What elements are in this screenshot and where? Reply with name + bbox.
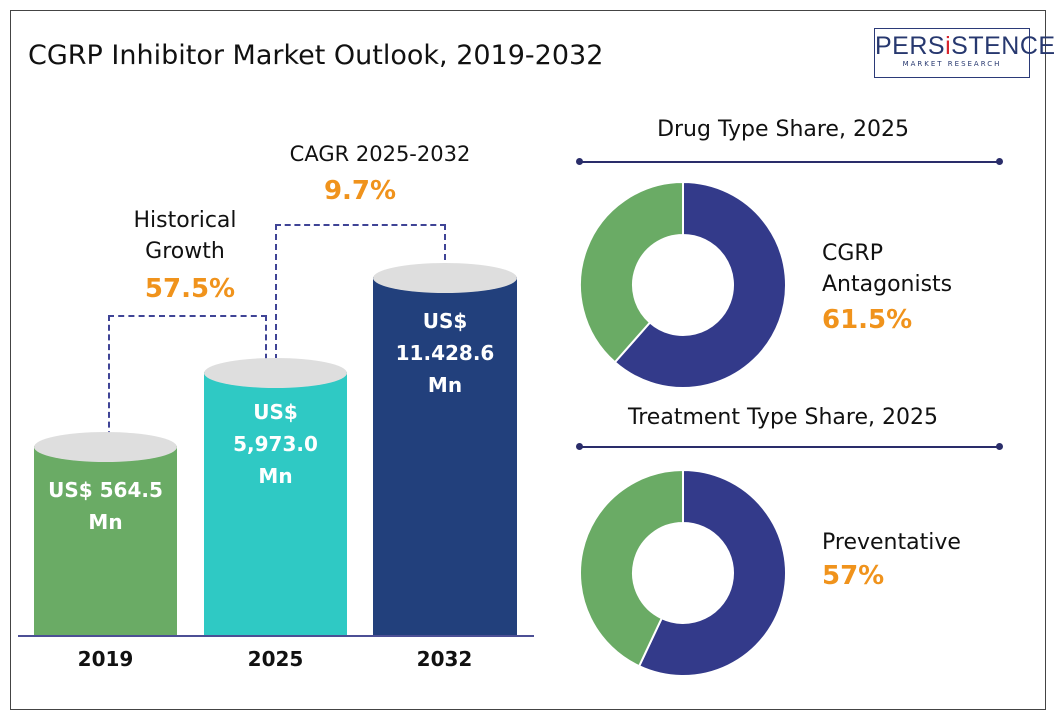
drug-type-donut bbox=[579, 180, 787, 389]
divider-dot bbox=[996, 158, 1003, 165]
treatment-type-title: Treatment Type Share, 2025 bbox=[628, 405, 938, 430]
cagr-value: 9.7% bbox=[323, 176, 397, 206]
drug-type-value: 61.5% bbox=[822, 305, 913, 335]
cagr-label: CAGR 2025-2032 bbox=[289, 142, 471, 166]
donut-slice-1 bbox=[579, 180, 684, 364]
treatment-type-donut bbox=[579, 468, 787, 677]
bar-2032: US$ 11.428.6 Mn bbox=[373, 263, 517, 636]
divider-dot bbox=[996, 443, 1003, 450]
divider bbox=[580, 161, 1000, 163]
frame-border bbox=[10, 10, 1046, 710]
historical-growth-label: Historical Growth bbox=[133, 208, 237, 264]
persistence-logo: PERSiSTENCE MARKET RESEARCH bbox=[874, 28, 1055, 78]
treatment-type-value: 57% bbox=[822, 561, 885, 591]
donut-slice-1 bbox=[579, 468, 684, 668]
donut-slice-0 bbox=[613, 180, 787, 389]
historical-growth-value: 57.5% bbox=[144, 274, 236, 304]
divider-dot bbox=[576, 443, 583, 450]
divider-dot bbox=[576, 158, 583, 165]
tick-label-2025: 2025 bbox=[247, 647, 304, 671]
x-axis-line bbox=[18, 635, 534, 637]
page-title: CGRP Inhibitor Market Outlook, 2019-2032 bbox=[28, 40, 604, 71]
drug-type-title: Drug Type Share, 2025 bbox=[657, 117, 909, 142]
tick-label-2019: 2019 bbox=[77, 647, 134, 671]
drug-type-callout: CGRP Antagonists bbox=[822, 241, 953, 297]
bar-2025: US$ 5,973.0 Mn bbox=[204, 358, 347, 636]
bar-2019: US$ 564.5 Mn bbox=[34, 432, 177, 636]
tick-label-2032: 2032 bbox=[416, 647, 473, 671]
divider bbox=[580, 446, 1000, 448]
donut-slice-0 bbox=[637, 468, 787, 677]
treatment-type-callout: Preventative bbox=[822, 530, 961, 555]
